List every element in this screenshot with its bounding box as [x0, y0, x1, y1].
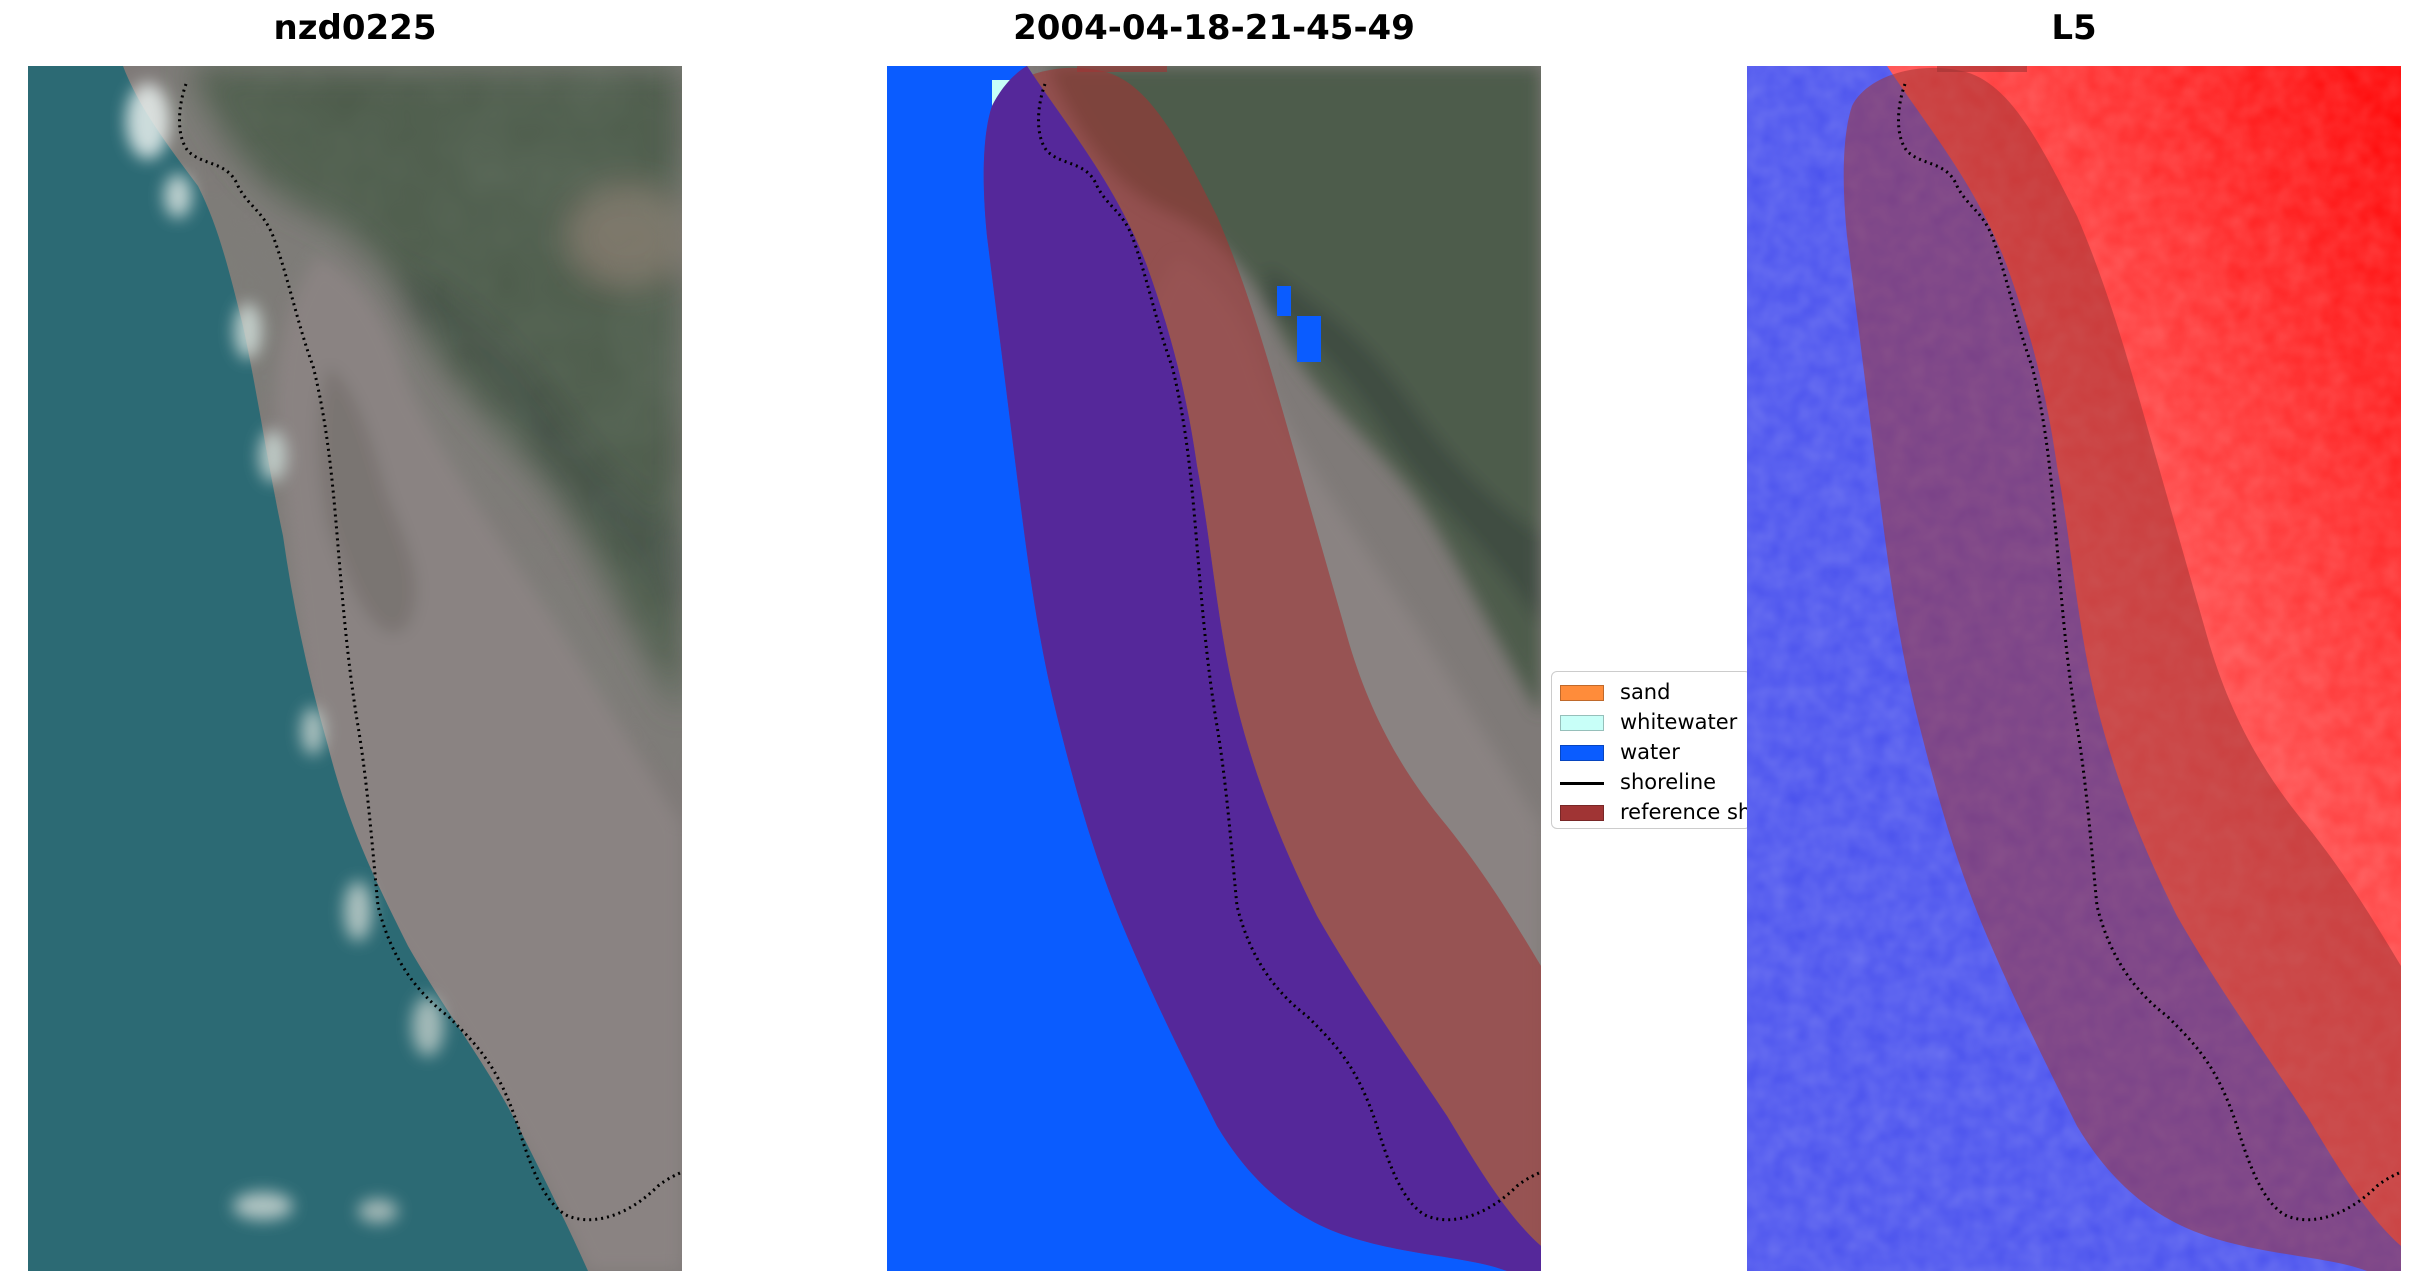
legend-label-shoreline: shoreline [1620, 770, 1717, 794]
legend-entry-water: water [1552, 737, 1750, 767]
legend-swatch-reference-buffer [1560, 805, 1604, 821]
legend-entry-sand: sand [1552, 677, 1750, 707]
legend-swatch-sand [1560, 685, 1604, 701]
index-image-panel [1747, 66, 2401, 1271]
legend-entry-whitewater: whitewater [1552, 707, 1750, 737]
legend-entry-shoreline: shoreline [1552, 767, 1750, 797]
classification-panel [887, 66, 1541, 1271]
legend: sand whitewater water shoreline referenc… [1551, 671, 1751, 829]
rgb-image [28, 66, 682, 1271]
legend-label-sand: sand [1620, 680, 1671, 704]
panel-title-index: L5 [2051, 8, 2097, 48]
classification-image [887, 66, 1541, 1271]
legend-swatch-water [1560, 745, 1604, 761]
reference-shoreline-buffer [1843, 67, 2401, 1271]
panel-title-classification: 2004-04-18-21-45-49 [1013, 8, 1415, 48]
panel-title-rgb: nzd0225 [273, 8, 437, 48]
legend-swatch-whitewater [1560, 715, 1604, 731]
legend-line-shoreline [1560, 782, 1604, 785]
rgb-image-panel [28, 66, 682, 1271]
grassland-area [275, 256, 682, 1271]
surf-whitewater [126, 83, 444, 1223]
legend-entry-reference-buffer: reference shoreline buffer [1552, 797, 1751, 827]
legend-label-whitewater: whitewater [1620, 710, 1738, 734]
legend-label-reference-buffer: reference shoreline buffer [1620, 800, 1751, 824]
index-image [1747, 66, 2401, 1271]
legend-label-water: water [1620, 740, 1680, 764]
ocean-area [28, 66, 588, 1271]
